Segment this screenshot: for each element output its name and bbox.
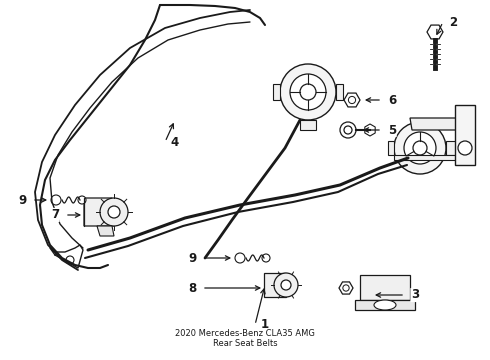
Text: 4: 4: [171, 135, 179, 148]
Circle shape: [404, 132, 436, 164]
Ellipse shape: [374, 300, 396, 310]
Circle shape: [458, 141, 472, 155]
Polygon shape: [339, 282, 353, 294]
Text: 2: 2: [449, 15, 457, 28]
Circle shape: [343, 285, 349, 291]
Polygon shape: [300, 120, 316, 130]
Polygon shape: [344, 93, 360, 107]
Text: 6: 6: [388, 94, 396, 107]
Polygon shape: [427, 25, 443, 39]
Circle shape: [344, 126, 352, 134]
Text: 9: 9: [188, 252, 196, 265]
Polygon shape: [264, 273, 286, 297]
Text: 3: 3: [411, 288, 419, 302]
Circle shape: [280, 64, 336, 120]
Polygon shape: [84, 198, 114, 226]
Circle shape: [281, 280, 291, 290]
Circle shape: [274, 273, 298, 297]
Polygon shape: [336, 84, 343, 100]
Polygon shape: [446, 141, 456, 155]
Circle shape: [235, 253, 245, 263]
Circle shape: [413, 141, 427, 155]
Circle shape: [394, 122, 446, 174]
Circle shape: [348, 96, 356, 104]
Text: 9: 9: [18, 194, 26, 207]
Polygon shape: [410, 118, 462, 130]
Text: 8: 8: [188, 282, 196, 294]
Circle shape: [108, 206, 120, 218]
Circle shape: [262, 254, 270, 262]
Polygon shape: [394, 155, 456, 160]
Polygon shape: [97, 226, 114, 236]
Circle shape: [100, 198, 128, 226]
Polygon shape: [273, 84, 280, 100]
Circle shape: [340, 122, 356, 138]
Polygon shape: [455, 105, 475, 165]
Text: 5: 5: [388, 123, 396, 136]
Circle shape: [51, 195, 61, 205]
Text: 7: 7: [51, 208, 59, 221]
Circle shape: [78, 196, 86, 204]
Text: 1: 1: [261, 319, 269, 332]
Circle shape: [290, 74, 326, 110]
Circle shape: [300, 84, 316, 100]
Polygon shape: [355, 300, 415, 310]
Polygon shape: [360, 275, 410, 300]
Polygon shape: [388, 141, 394, 155]
Circle shape: [66, 256, 74, 264]
Polygon shape: [365, 124, 375, 136]
Text: 2020 Mercedes-Benz CLA35 AMG
Rear Seat Belts: 2020 Mercedes-Benz CLA35 AMG Rear Seat B…: [175, 329, 315, 348]
